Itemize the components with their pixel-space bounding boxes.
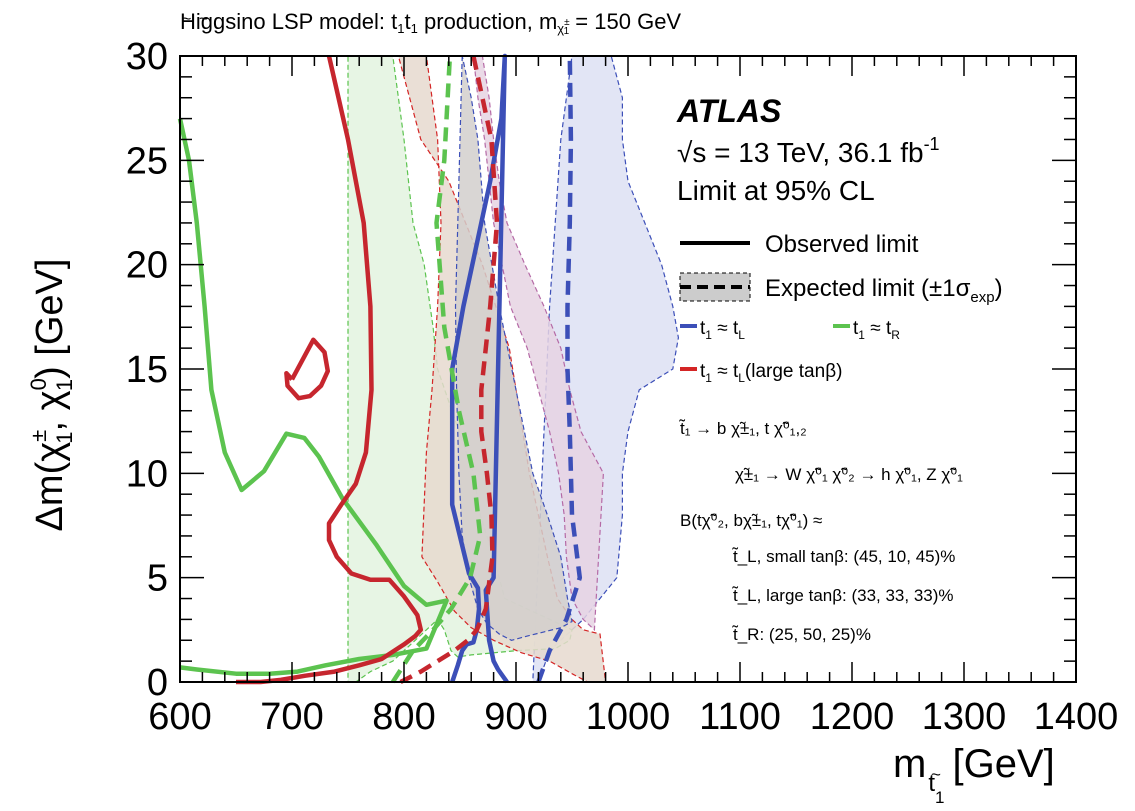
title-tilde-1: ~: [182, 11, 191, 28]
series-line-5: [284, 337, 331, 401]
y-tick-label: 25: [126, 140, 168, 182]
y-tick-label: 15: [126, 349, 168, 391]
title-tilde-2: ~: [199, 11, 208, 28]
x-tick-labels: 600 700 800 900 1000 1100 1200 1300 1400: [148, 696, 1118, 738]
y-tick-label: 10: [126, 453, 168, 495]
y-tick-labels: 0 5 10 15 20 25 30: [126, 36, 168, 704]
legend-large-label: t1 ≈ tL(large tanβ): [700, 361, 842, 385]
series-line-3: [390, 55, 483, 684]
svg-text:Δm(χ±1, χ01) [GeV]: Δm(χ±1, χ01) [GeV]: [26, 259, 77, 532]
decay-line-2: χ̃±₁ → W χ̃⁰₁ χ̃⁰₂ → h χ̃⁰₁, Z χ̃⁰₁: [735, 465, 963, 484]
chart-title: Higgsino LSP model: t1t1 production, mχ±…: [180, 9, 681, 37]
x-axis-label: mt1[GeV]: [893, 742, 1055, 807]
cl-label: Limit at 95% CL: [677, 175, 875, 206]
y-axis-label: Δm(χ±1, χ01) [GeV]: [26, 259, 77, 532]
limit-curves: [177, 53, 583, 685]
x-tick-label: 600: [148, 696, 211, 738]
x-tick-label: 1300: [922, 696, 1007, 738]
y-tick-label: 5: [147, 558, 168, 600]
y-tick-label: 30: [126, 36, 168, 78]
series-line-6: [399, 55, 500, 685]
x-tick-label: 800: [372, 696, 435, 738]
x-tick-label: 1100: [699, 696, 781, 738]
x-tick-label: 1400: [1034, 696, 1119, 738]
series-line-0: [449, 53, 509, 684]
br-line-3: t̃_R: (25, 50, 25)%: [731, 625, 871, 644]
x-label-tilde: ~: [931, 765, 941, 784]
legend-tL-label: t1 ≈ tL: [700, 318, 745, 342]
x-tick-label: 900: [484, 696, 547, 738]
series-line-2: [177, 118, 449, 676]
y-tick-label: 20: [126, 245, 168, 287]
legend-observed-label: Observed limit: [765, 231, 919, 258]
atlas-label: ATLAS: [676, 93, 782, 129]
br-header: B(tχ̃⁰₂, bχ̃±₁, tχ̃⁰₁) ≈: [680, 511, 822, 530]
energy-lumi-label: √s = 13 TeV, 36.1 fb-1: [677, 134, 940, 168]
decay-line-1: t̃₁ → b χ̃±₁, t χ̃⁰₁,₂: [678, 419, 806, 438]
y-tick-label: 0: [147, 662, 168, 704]
green-band: [347, 55, 573, 683]
grey-band: [454, 55, 573, 641]
br-line-1: t̃_L, small tanβ: (45, 10, 45)%: [731, 547, 955, 566]
axis-ticks: [179, 55, 1077, 683]
x-tick-label: 1200: [810, 696, 895, 738]
x-tick-label: 1000: [586, 696, 671, 738]
series-line-1: [536, 55, 583, 683]
legend-expected-label: Expected limit (±1σexp): [765, 275, 1003, 306]
br-line-2: t̃_L, large tanβ: (33, 33, 33)%: [731, 586, 953, 605]
legend-tR-label: t1 ≈ tR: [853, 318, 900, 342]
series-line-4: [236, 55, 424, 685]
x-tick-label: 700: [260, 696, 323, 738]
